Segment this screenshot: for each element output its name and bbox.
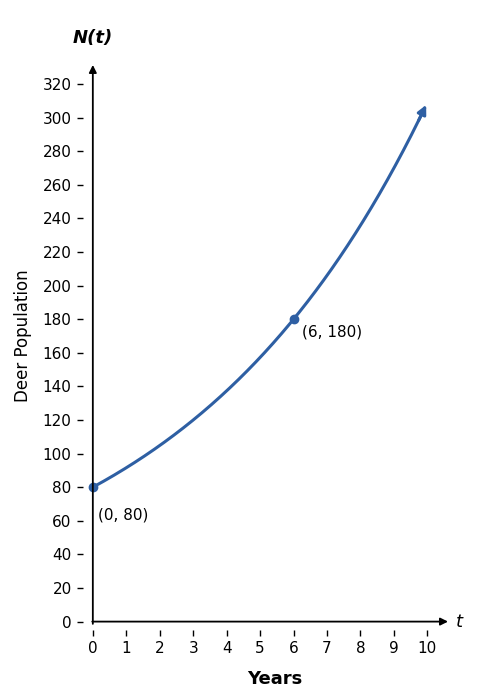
Text: N(t): N(t) [73,29,113,47]
Text: (0, 80): (0, 80) [98,508,148,522]
Y-axis label: Deer Population: Deer Population [14,270,32,402]
Text: (6, 180): (6, 180) [302,324,362,340]
Text: t: t [456,612,463,631]
X-axis label: Years: Years [247,670,303,688]
